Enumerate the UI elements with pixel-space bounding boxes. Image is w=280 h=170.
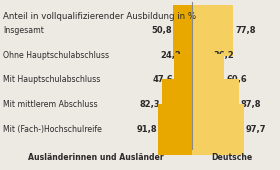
FancyBboxPatch shape [173,5,192,56]
Text: 36,2: 36,2 [213,51,234,60]
FancyBboxPatch shape [174,54,192,105]
Text: Mit Hauptschulabschluss: Mit Hauptschulabschluss [3,75,100,84]
Text: Insgesamt: Insgesamt [3,26,44,35]
Text: Anteil in vollqualifizierender Ausbildung in %: Anteil in vollqualifizierender Ausbildun… [3,12,196,21]
Text: Deutsche: Deutsche [211,153,252,162]
FancyBboxPatch shape [192,54,224,105]
Text: 97,7: 97,7 [246,125,267,134]
Text: 50,8: 50,8 [151,26,172,35]
Text: 91,8: 91,8 [136,125,157,134]
Text: 77,8: 77,8 [235,26,256,35]
FancyBboxPatch shape [183,30,192,81]
Text: 60,6: 60,6 [226,75,247,84]
Text: Ausländerinnen und Ausländer: Ausländerinnen und Ausländer [28,153,164,162]
Text: Ohne Hauptschulabschluss: Ohne Hauptschulabschluss [3,51,109,60]
Text: 24,2: 24,2 [161,51,182,60]
FancyBboxPatch shape [192,5,233,56]
FancyBboxPatch shape [158,104,192,155]
FancyBboxPatch shape [192,79,239,130]
FancyBboxPatch shape [192,104,244,155]
FancyBboxPatch shape [162,79,192,130]
Text: 87,8: 87,8 [241,100,261,109]
Text: 47,6: 47,6 [152,75,173,84]
FancyBboxPatch shape [192,30,211,81]
Text: Mit mittlerem Abschluss: Mit mittlerem Abschluss [3,100,97,109]
Text: 82,3: 82,3 [140,100,160,109]
Text: Mit (Fach-)Hochschulreife: Mit (Fach-)Hochschulreife [3,125,102,134]
